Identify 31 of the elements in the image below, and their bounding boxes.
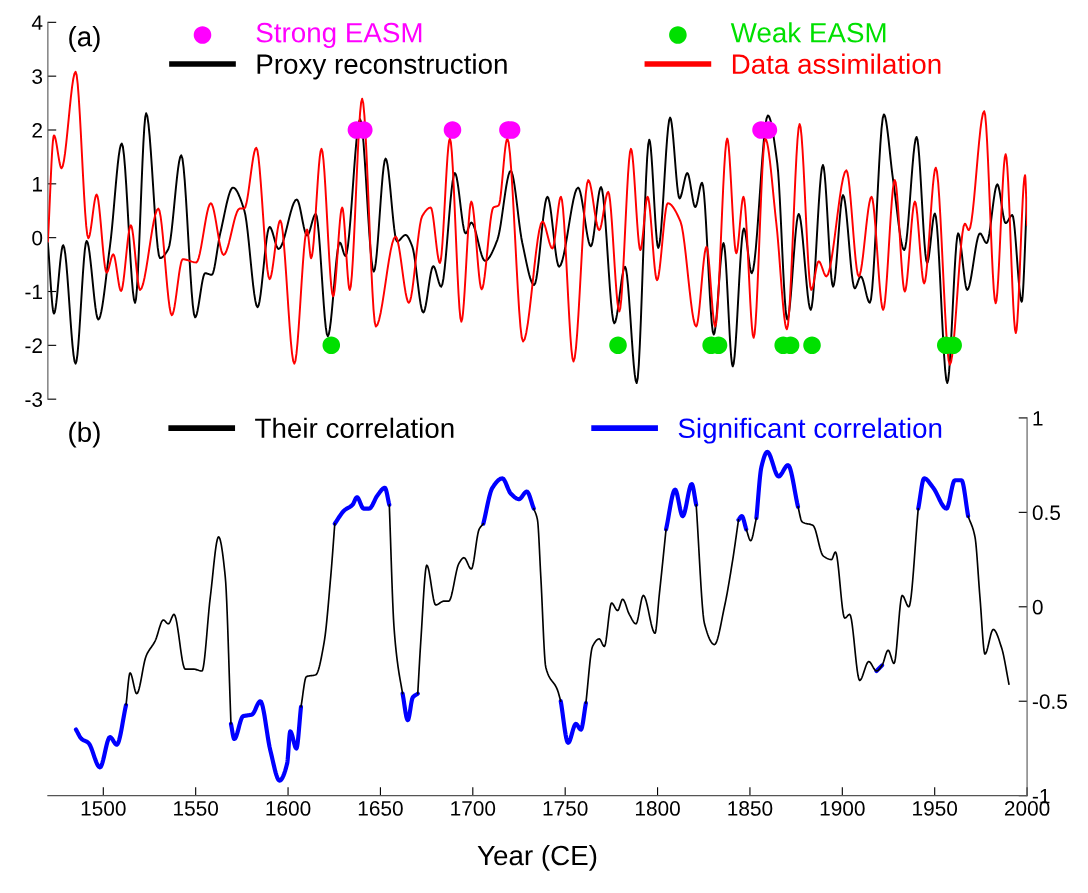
y-tick-label: 2: [32, 123, 42, 138]
chart-title: (a): [69, 26, 100, 52]
x-tick-label: 1950: [913, 801, 958, 816]
y-tick-label: 1: [1033, 411, 1043, 426]
legend-label: Their correlation: [255, 417, 454, 439]
y-tick-label: 0: [32, 230, 43, 246]
x-tick-label: 1650: [358, 801, 403, 816]
x-tick-label: 1750: [543, 801, 588, 816]
legend-label: Proxy reconstruction: [257, 53, 507, 80]
x-tick-label: 1800: [635, 801, 680, 816]
legend-label: Data assimilation: [732, 53, 941, 74]
y-tick-label: 0.5: [1032, 505, 1061, 521]
x-tick-label: 1500: [81, 801, 126, 816]
y-tick-label: 3: [32, 69, 43, 84]
y-tick-label: 1: [33, 177, 42, 192]
y-tick-label: 4: [31, 15, 43, 30]
y-tick-label: 0: [1032, 599, 1043, 615]
x-axis-title: Year (CE): [477, 844, 597, 871]
chart-title: (b): [69, 421, 100, 448]
legend-label: Strong EASM: [256, 22, 422, 49]
y-tick-label: -2: [25, 338, 42, 353]
legend-label: Significant correlation: [678, 417, 942, 444]
y-tick-label: -0.5: [1032, 694, 1067, 709]
y-tick-label: -1: [25, 284, 42, 300]
legend-label: Weak EASM: [730, 22, 886, 43]
x-tick-label: 1600: [266, 801, 311, 816]
x-tick-label: 1550: [174, 801, 219, 816]
x-tick-label: 1850: [728, 801, 773, 816]
x-tick-label: 1700: [451, 801, 496, 816]
y-tick-label: -3: [25, 392, 43, 407]
x-tick-label: 1900: [820, 801, 865, 816]
